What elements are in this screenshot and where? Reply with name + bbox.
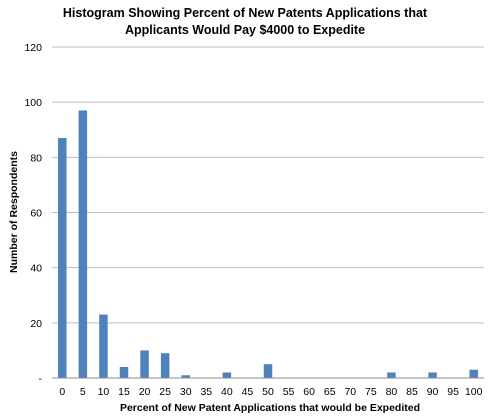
x-tick-label: 0 [59,386,65,398]
x-tick-label: 75 [365,386,377,398]
x-tick-label: 20 [139,386,151,398]
y-tick-labels: - 20 40 60 80 100 120 [24,42,42,385]
x-tick-label: 70 [344,386,356,398]
y-axis-title: Number of Respondents [8,151,20,273]
y-tick-label: 100 [24,97,42,109]
x-tick-label: 90 [427,386,439,398]
x-axis-title: Percent of New Patent Applications that … [120,402,420,414]
x-tick-label: 25 [159,386,171,398]
y-tick-label: - [39,373,43,385]
bar [119,366,129,378]
bar [99,314,108,378]
bar [181,375,190,378]
x-tick-label: 100 [465,386,483,398]
gridlines [52,46,484,324]
x-tick-label: 55 [283,386,295,398]
bar [222,372,232,378]
x-tick-label: 30 [180,386,192,398]
bar [58,138,67,378]
bars [58,110,478,379]
bar [263,364,273,378]
x-tick-label: 45 [242,386,254,398]
bar [469,369,478,378]
x-tick-label: 15 [118,386,130,398]
x-tick-label: 10 [98,386,110,398]
bar [160,353,170,378]
y-tick-label: 120 [24,42,42,54]
x-tick-label: 40 [221,386,233,398]
y-tick-label: 40 [30,263,42,275]
x-tick-label: 85 [406,386,418,398]
bar [140,350,149,378]
x-tick-label: 5 [80,386,86,398]
bar [387,372,396,378]
bar [78,110,88,379]
chart-title-line-2: Applicants Would Pay $4000 to Expedite [125,23,365,37]
x-tick-label: 60 [303,386,315,398]
chart-title-line-1: Histogram Showing Percent of New Patents… [63,6,428,20]
x-tick-labels: 0 5 10 15 20 25 30 35 40 45 50 55 60 65 70 75 80 85 90 95 10… [59,386,482,398]
x-tick-label: 65 [324,386,336,398]
bar [428,372,437,378]
x-tick-label: 35 [200,386,212,398]
y-tick-label: 20 [30,318,42,330]
y-tick-label: 60 [30,208,42,220]
y-tick-label: 80 [30,152,42,164]
x-tick-label: 50 [262,386,274,398]
x-tick-label: 95 [447,386,459,398]
x-tick-label: 80 [386,386,398,398]
